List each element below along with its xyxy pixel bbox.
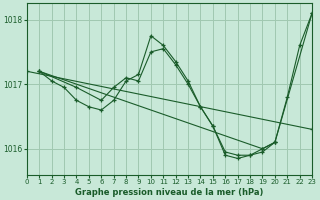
X-axis label: Graphe pression niveau de la mer (hPa): Graphe pression niveau de la mer (hPa) xyxy=(75,188,264,197)
